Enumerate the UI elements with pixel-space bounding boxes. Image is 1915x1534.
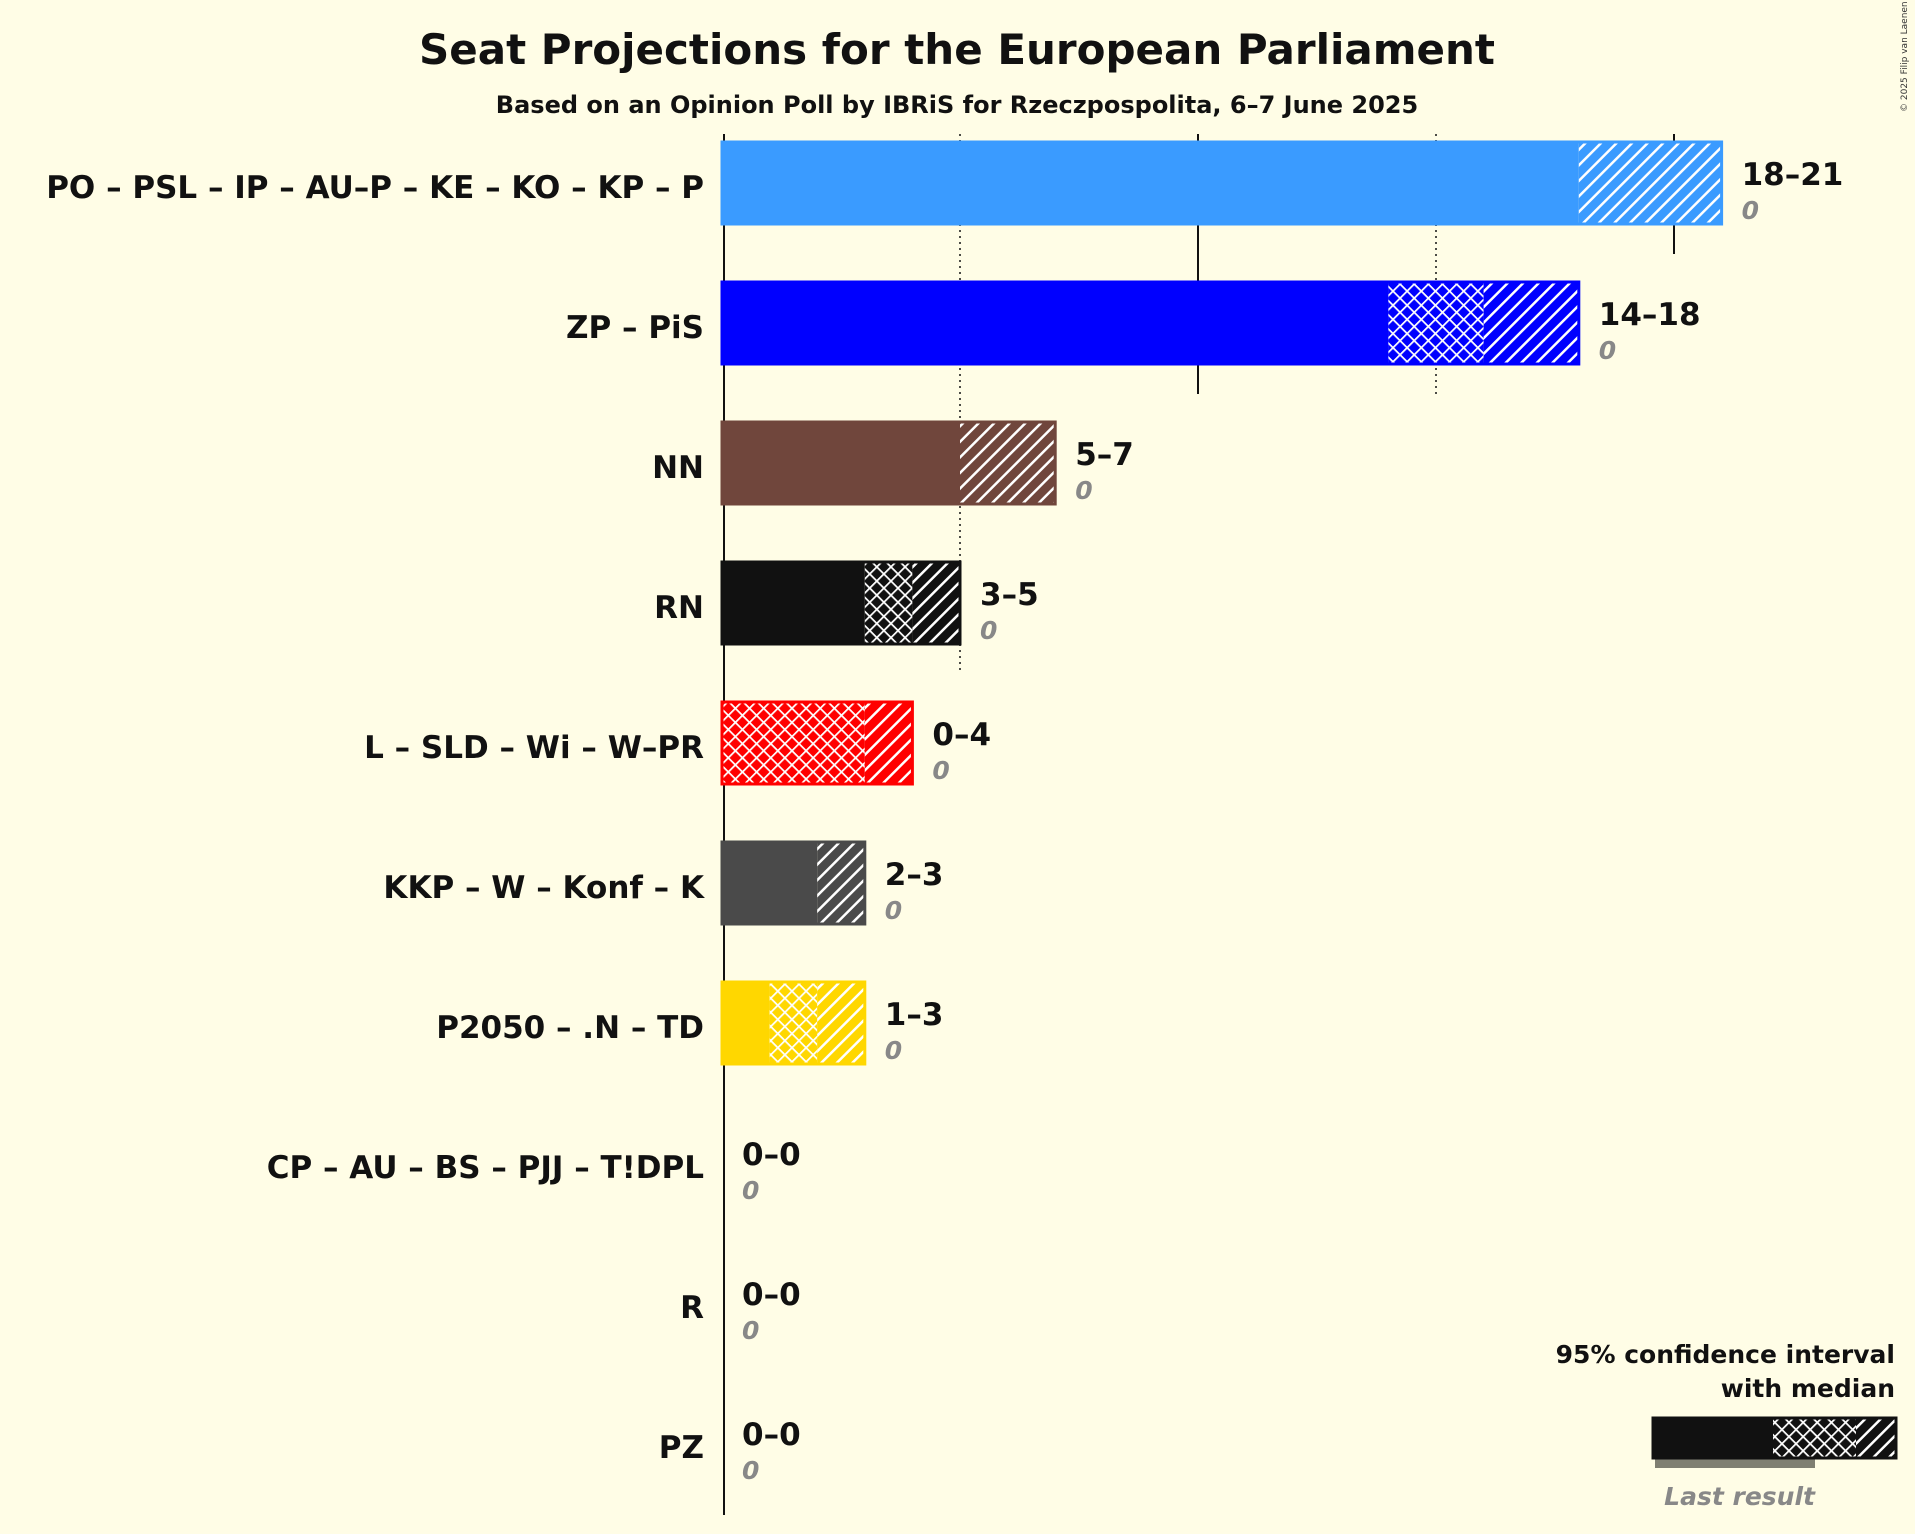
- legend-last-result-label: Last result: [1664, 1482, 1816, 1511]
- last-result-label: 0: [885, 1036, 902, 1065]
- party-label: P2050 – .N – TD: [436, 1010, 704, 1046]
- bar-outline: [720, 840, 867, 926]
- range-label: 18–21: [1742, 157, 1844, 193]
- party-label: RN: [654, 590, 704, 626]
- bar-crosshatch: [769, 982, 818, 1064]
- bar-solid: [722, 422, 960, 504]
- bar-solid: [722, 282, 1389, 364]
- party-label: ZP – PiS: [566, 310, 704, 346]
- bar-outline: [720, 420, 1057, 506]
- party-row: L – SLD – Wi – W–PR 0–4 0: [364, 700, 991, 786]
- range-label: 14–18: [1599, 297, 1701, 333]
- party-row: P2050 – .N – TD 1–3 0: [436, 980, 944, 1066]
- last-result-label: 0: [932, 756, 949, 785]
- last-result-label: 0: [742, 1456, 759, 1485]
- last-result-label: 0: [980, 616, 997, 645]
- legend-line2: with median: [1721, 1374, 1895, 1403]
- bar-solid: [722, 562, 865, 644]
- bar-solid: [722, 982, 770, 1064]
- chart-subtitle: Based on an Opinion Poll by IBRiS for Rz…: [496, 91, 1418, 119]
- range-label: 5–7: [1075, 437, 1134, 473]
- bar-crosshatch: [1388, 282, 1484, 364]
- party-label: R: [680, 1290, 704, 1326]
- party-row: PZ 0–0 0: [659, 1417, 801, 1485]
- party-row: NN 5–7 0: [652, 420, 1134, 506]
- range-label: 0–0: [742, 1277, 801, 1313]
- party-label: CP – AU – BS – PJJ – T!DPL: [267, 1150, 704, 1186]
- bars-group: PO – PSL – IP – AU–P – KE – KO – KP – P 1…: [46, 140, 1844, 1485]
- chart-title: Seat Projections for the European Parlia…: [419, 25, 1495, 74]
- party-label: PO – PSL – IP – AU–P – KE – KO – KP – P: [46, 170, 704, 206]
- party-label: L – SLD – Wi – W–PR: [364, 730, 704, 766]
- range-label: 2–3: [885, 857, 944, 893]
- bar-crosshatch: [722, 702, 865, 784]
- bar-hatch: [960, 422, 1056, 504]
- bar-outline: [720, 560, 962, 646]
- bar-crosshatch: [864, 562, 913, 644]
- bar-solid: [722, 842, 818, 924]
- party-label: NN: [652, 450, 704, 486]
- range-label: 0–0: [742, 1137, 801, 1173]
- bar-outline: [720, 700, 914, 786]
- bar-hatch: [1483, 282, 1579, 364]
- party-row: R 0–0 0: [680, 1277, 801, 1345]
- last-result-label: 0: [1075, 476, 1092, 505]
- last-result-label: 0: [742, 1176, 759, 1205]
- party-label: PZ: [659, 1430, 704, 1466]
- legend-crosshatch: [1773, 1418, 1856, 1458]
- bar-outline: [720, 980, 867, 1066]
- last-result-label: 0: [742, 1316, 759, 1345]
- bar-hatch: [864, 702, 913, 784]
- bar-outline: [720, 140, 1724, 226]
- range-label: 1–3: [885, 997, 944, 1033]
- bar-hatch: [1578, 142, 1722, 224]
- bar-solid: [722, 142, 1579, 224]
- legend-line1: 95% confidence interval: [1556, 1340, 1895, 1369]
- legend-outline: [1651, 1416, 1898, 1460]
- bar-hatch: [912, 562, 960, 644]
- range-label: 3–5: [980, 577, 1039, 613]
- party-row: CP – AU – BS – PJJ – T!DPL 0–0 0: [267, 1137, 801, 1205]
- party-row: RN 3–5 0: [654, 560, 1039, 646]
- legend-hatch: [1856, 1418, 1896, 1458]
- copyright-text: © 2025 Filip van Laenen: [1900, 1, 1910, 112]
- party-label: KKP – W – Konf – K: [383, 870, 705, 906]
- last-result-label: 0: [1742, 196, 1759, 225]
- bar-outline: [720, 280, 1581, 366]
- legend-solid-bar: [1653, 1418, 1773, 1458]
- last-result-label: 0: [1599, 336, 1616, 365]
- range-label: 0–4: [932, 717, 991, 753]
- last-result-label: 0: [885, 896, 902, 925]
- range-label: 0–0: [742, 1417, 801, 1453]
- party-row: KKP – W – Konf – K 2–3 0: [383, 840, 944, 926]
- bar-hatch: [817, 842, 865, 924]
- bar-hatch: [817, 982, 865, 1064]
- party-row: ZP – PiS 14–18 0: [566, 280, 1701, 366]
- legend: 95% confidence interval with median Last…: [1556, 1340, 1898, 1511]
- party-row: PO – PSL – IP – AU–P – KE – KO – KP – P 1…: [46, 140, 1844, 226]
